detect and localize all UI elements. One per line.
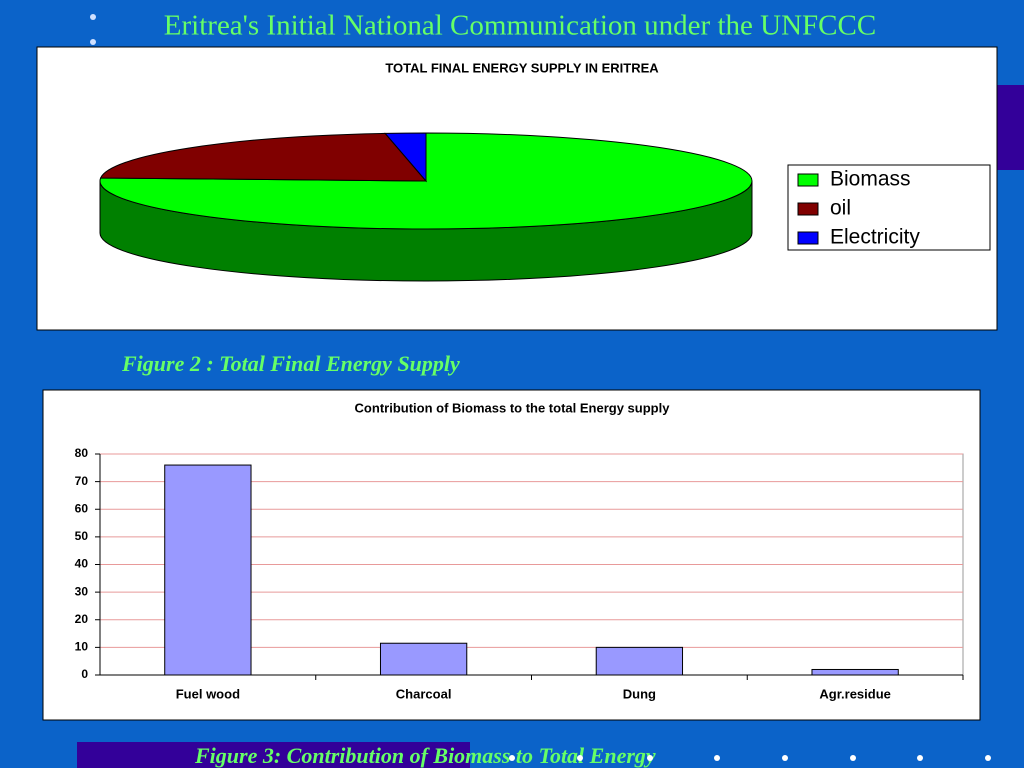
bullet xyxy=(647,755,653,761)
x-tick-label: Dung xyxy=(623,686,656,701)
legend-label: Biomass xyxy=(830,168,911,191)
bar xyxy=(164,464,252,676)
bullet xyxy=(90,14,96,20)
x-tick-label: Charcoal xyxy=(396,686,452,701)
x-tick-label: Fuel wood xyxy=(176,686,240,701)
y-tick-label: 40 xyxy=(75,557,89,571)
bullet xyxy=(850,755,856,761)
bullets xyxy=(509,755,991,761)
bar xyxy=(379,642,468,676)
decor-block xyxy=(997,85,1024,170)
chart-title: Contribution of Biomass to the total Ene… xyxy=(355,400,671,415)
y-tick-label: 0 xyxy=(81,667,88,681)
y-tick-label: 70 xyxy=(75,474,89,488)
pie-slice xyxy=(384,132,427,183)
slide-title: Eritrea's Initial National Communication… xyxy=(164,10,876,42)
legend-swatch xyxy=(797,231,819,245)
legend-swatch xyxy=(797,173,819,187)
legend-box xyxy=(787,164,991,251)
caption: Figure 2 : Total Final Energy Supply xyxy=(121,351,460,376)
legend-label: Electricity xyxy=(830,226,920,249)
decor-block xyxy=(77,742,470,768)
chart-title: TOTAL FINAL ENERGY SUPPLY IN ERITREA xyxy=(385,60,659,75)
bullet xyxy=(90,39,96,45)
bullet xyxy=(577,755,583,761)
legend-swatch xyxy=(797,202,819,216)
legend-label: oil xyxy=(830,197,851,220)
bullet xyxy=(917,755,923,761)
bullet xyxy=(714,755,720,761)
bar xyxy=(811,668,899,676)
y-tick-label: 80 xyxy=(75,446,89,460)
y-tick-label: 50 xyxy=(75,529,89,543)
y-tick-label: 30 xyxy=(75,584,89,598)
x-tick-label: Agr.residue xyxy=(819,686,891,701)
y-tick-label: 20 xyxy=(75,612,89,626)
bullet xyxy=(782,755,788,761)
y-tick-label: 60 xyxy=(75,501,89,515)
pie-slice xyxy=(99,132,428,182)
bullet xyxy=(509,755,515,761)
caption: Figure 3: Contribution of Biomass to Tot… xyxy=(194,743,656,768)
bar xyxy=(595,646,684,676)
bullet xyxy=(985,755,991,761)
y-tick-label: 10 xyxy=(75,640,89,654)
